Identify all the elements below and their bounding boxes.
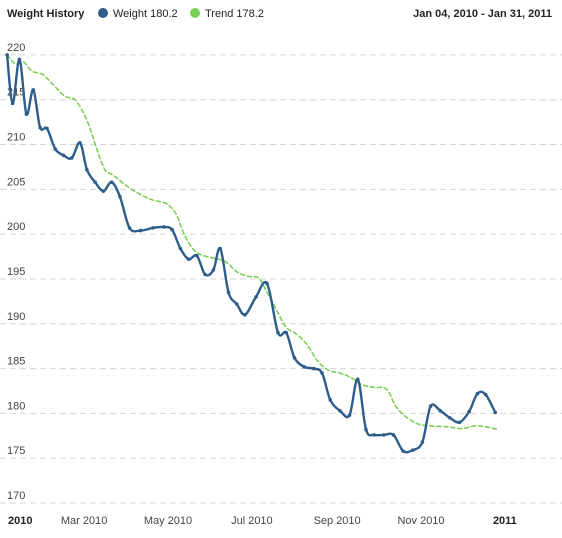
weight-point bbox=[151, 226, 155, 230]
weight-point bbox=[355, 377, 360, 382]
weight-point bbox=[24, 112, 29, 116]
y-tick-label-180: 180 bbox=[7, 400, 25, 412]
weight-point bbox=[483, 392, 488, 397]
weight-point bbox=[420, 440, 425, 444]
chart-title: Weight History bbox=[7, 8, 85, 20]
weight-point bbox=[328, 398, 333, 402]
weight-series-line[interactable] bbox=[5, 53, 497, 454]
series-lines[interactable] bbox=[5, 53, 499, 454]
weight-point bbox=[127, 226, 132, 230]
weight-point bbox=[162, 225, 166, 229]
weight-point bbox=[457, 420, 462, 425]
weight-point bbox=[401, 449, 405, 453]
y-tick-label-200: 200 bbox=[7, 221, 25, 233]
grid-lines bbox=[0, 54, 562, 504]
weight-point bbox=[195, 253, 199, 258]
legend-item-trend[interactable]: Trend 178.2 bbox=[190, 8, 264, 20]
y-tick-label-210: 210 bbox=[7, 132, 25, 144]
y-tick-label-220: 220 bbox=[7, 42, 25, 54]
weight-point bbox=[292, 356, 297, 360]
weight-point bbox=[101, 189, 106, 193]
weight-point bbox=[78, 140, 82, 145]
weight-point bbox=[320, 371, 324, 375]
trend-legend-dot-icon bbox=[190, 8, 200, 18]
y-tick-label-195: 195 bbox=[7, 266, 25, 278]
weight-point bbox=[69, 156, 74, 160]
x-tick-label-sep-2010: Sep 2010 bbox=[314, 515, 361, 527]
weight-point bbox=[372, 433, 377, 437]
weight-point bbox=[338, 408, 342, 413]
weight-point bbox=[93, 180, 97, 184]
weight-point bbox=[467, 409, 471, 414]
weight-point bbox=[45, 126, 49, 131]
weight-point bbox=[284, 330, 289, 335]
x-tick-label-nov-2010: Nov 2010 bbox=[397, 515, 444, 527]
weight-point bbox=[243, 313, 247, 317]
weight-legend-dot-icon bbox=[98, 8, 108, 18]
weight-point bbox=[31, 88, 36, 92]
x-tick-label-2011: 2011 bbox=[493, 515, 517, 527]
weight-point bbox=[170, 227, 174, 232]
weight-point bbox=[234, 302, 239, 306]
weight-point bbox=[203, 272, 207, 277]
y-tick-label-185: 185 bbox=[7, 356, 25, 368]
weight-point bbox=[38, 125, 42, 130]
chart-header: Weight History Weight 180.2 Trend 178.2 … bbox=[0, 0, 562, 28]
legend-label-trend: Trend 178.2 bbox=[205, 8, 264, 20]
x-tick-label-jul-2010: Jul 2010 bbox=[231, 515, 273, 527]
weight-point bbox=[218, 246, 223, 251]
weight-point bbox=[265, 281, 269, 286]
weight-point bbox=[347, 413, 352, 417]
x-tick-label-may-2010: May 2010 bbox=[144, 515, 192, 527]
weight-point bbox=[311, 366, 316, 371]
x-tick-label-mar-2010: Mar 2010 bbox=[61, 515, 107, 527]
weight-point bbox=[448, 416, 452, 420]
weight-point bbox=[85, 167, 89, 172]
y-tick-label-170: 170 bbox=[7, 490, 25, 502]
weight-point bbox=[364, 427, 368, 432]
trend-series-line[interactable] bbox=[6, 54, 499, 431]
weight-point bbox=[17, 57, 22, 62]
x-axis-ticks: 2010 Mar 2010 May 2010 Jul 2010 Sep 2010 Nov … bbox=[8, 515, 517, 527]
weight-point bbox=[493, 410, 498, 415]
weight-point bbox=[178, 246, 183, 251]
y-tick-label-205: 205 bbox=[7, 176, 25, 188]
y-tick-label-175: 175 bbox=[7, 445, 25, 457]
weight-point bbox=[10, 101, 15, 106]
weight-point bbox=[53, 147, 58, 151]
y-tick-label-190: 190 bbox=[7, 311, 25, 323]
weight-point bbox=[186, 257, 191, 262]
weight-point bbox=[302, 364, 306, 369]
weight-point bbox=[410, 448, 415, 452]
weight-point bbox=[211, 268, 216, 272]
weight-point bbox=[109, 180, 114, 184]
x-tick-label-2010: 2010 bbox=[8, 515, 32, 527]
legend-item-weight[interactable]: Weight 180.2 bbox=[98, 8, 178, 20]
weight-point bbox=[5, 53, 9, 57]
weight-point bbox=[475, 391, 480, 396]
weight-point bbox=[391, 433, 396, 437]
weight-point bbox=[254, 295, 258, 299]
legend-label-weight: Weight 180.2 bbox=[113, 8, 178, 20]
weight-point bbox=[118, 194, 122, 199]
weight-point bbox=[382, 433, 386, 437]
weight-point bbox=[276, 330, 280, 335]
weight-point bbox=[138, 228, 143, 233]
date-range: Jan 04, 2010 - Jan 31, 2011 bbox=[413, 8, 552, 20]
weight-point bbox=[428, 404, 433, 409]
weight-point bbox=[226, 290, 231, 295]
weight-point bbox=[61, 153, 66, 158]
weight-point bbox=[438, 408, 443, 413]
